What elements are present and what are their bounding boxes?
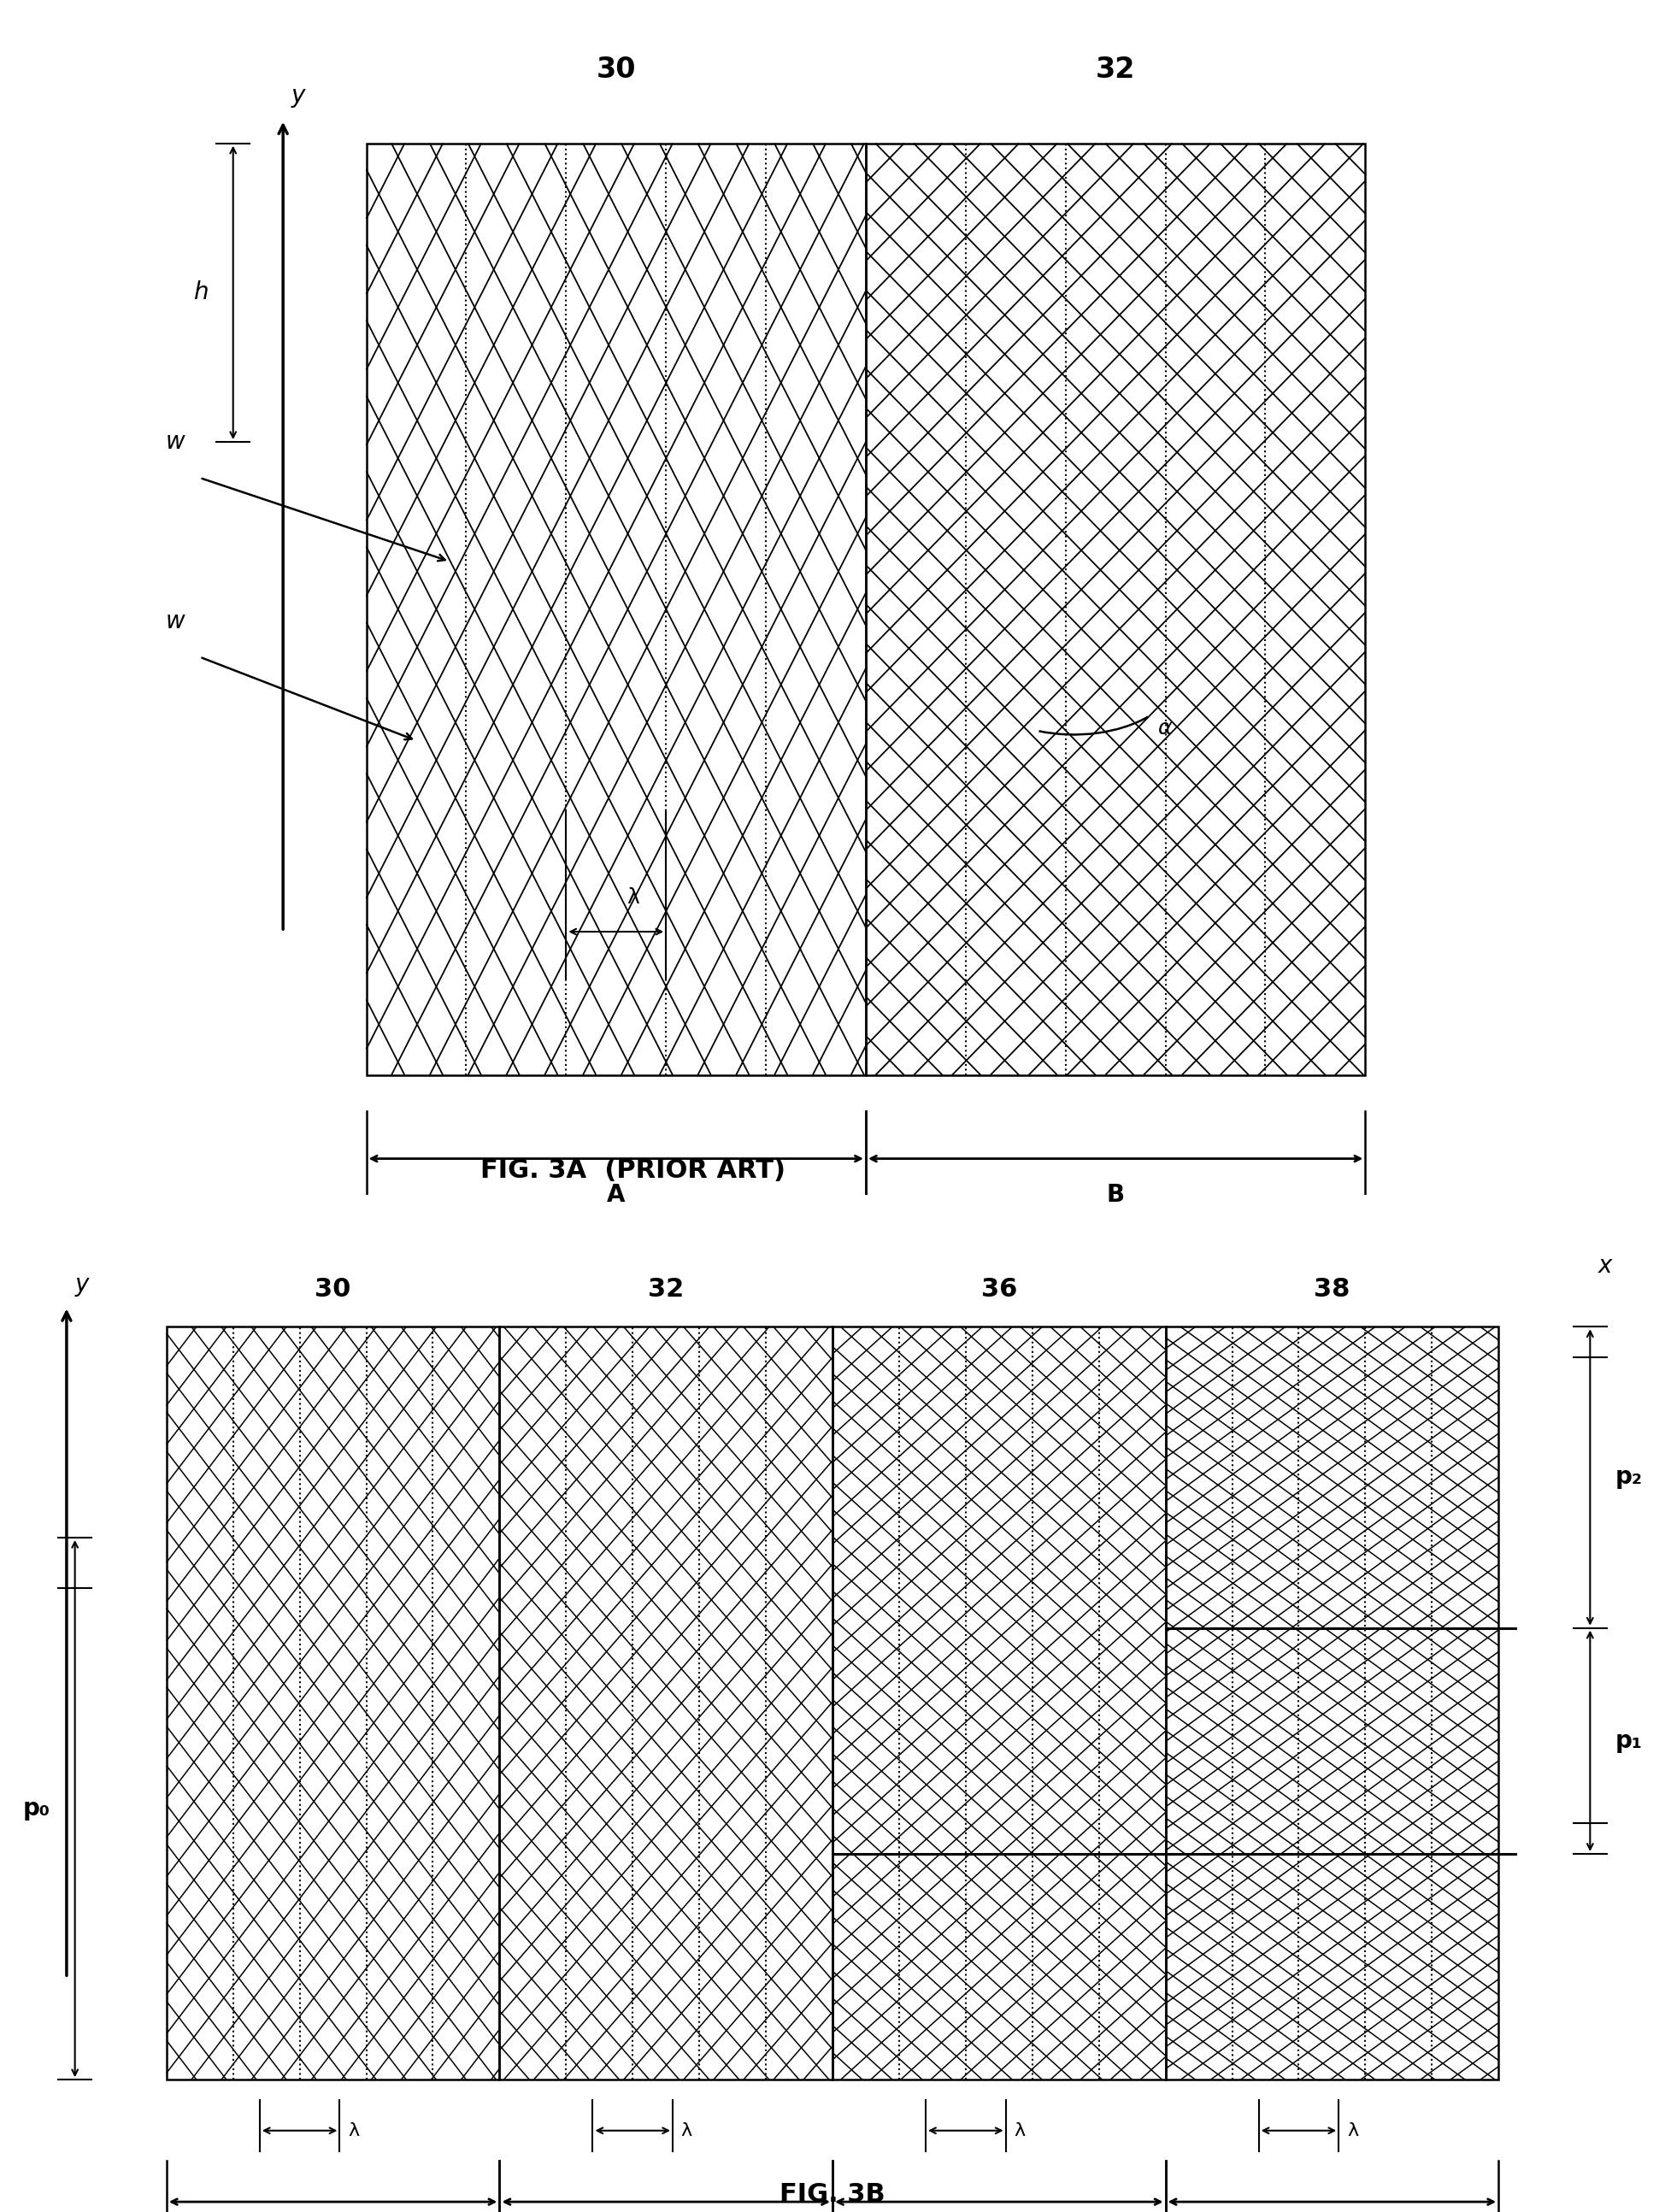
Bar bbox=[167, 1327, 500, 2079]
Text: 30: 30 bbox=[596, 55, 636, 84]
Text: 36: 36 bbox=[981, 1276, 1017, 1301]
Text: λ: λ bbox=[681, 2121, 693, 2139]
Text: A: A bbox=[606, 1183, 626, 1206]
Text: p₀: p₀ bbox=[23, 1796, 50, 1820]
Text: p₁: p₁ bbox=[1615, 1730, 1642, 1752]
Text: FIG. 3A  (PRIOR ART): FIG. 3A (PRIOR ART) bbox=[480, 1157, 786, 1183]
Text: y: y bbox=[75, 1272, 88, 1296]
Text: FIG. 3B: FIG. 3B bbox=[779, 2181, 886, 2208]
Bar bbox=[1166, 1327, 1499, 2079]
Text: 38: 38 bbox=[1314, 1276, 1350, 1301]
Text: α: α bbox=[1157, 719, 1170, 739]
Text: w: w bbox=[165, 608, 185, 633]
Text: λ: λ bbox=[1014, 2121, 1026, 2139]
Bar bbox=[832, 1327, 1166, 2079]
Text: λ: λ bbox=[348, 2121, 360, 2139]
Bar bbox=[866, 144, 1365, 1075]
Text: 32: 32 bbox=[1096, 55, 1136, 84]
Text: 30: 30 bbox=[315, 1276, 351, 1301]
Text: p₂: p₂ bbox=[1615, 1464, 1642, 1489]
Text: B: B bbox=[1107, 1183, 1124, 1206]
Text: y: y bbox=[291, 84, 305, 108]
Text: λ: λ bbox=[626, 887, 639, 907]
Text: h: h bbox=[193, 281, 208, 305]
Text: λ: λ bbox=[1347, 2121, 1359, 2139]
Text: 32: 32 bbox=[648, 1276, 684, 1301]
Text: x: x bbox=[1598, 1254, 1612, 1279]
Bar bbox=[500, 1327, 832, 2079]
Text: w: w bbox=[165, 429, 185, 453]
Bar bbox=[366, 144, 866, 1075]
